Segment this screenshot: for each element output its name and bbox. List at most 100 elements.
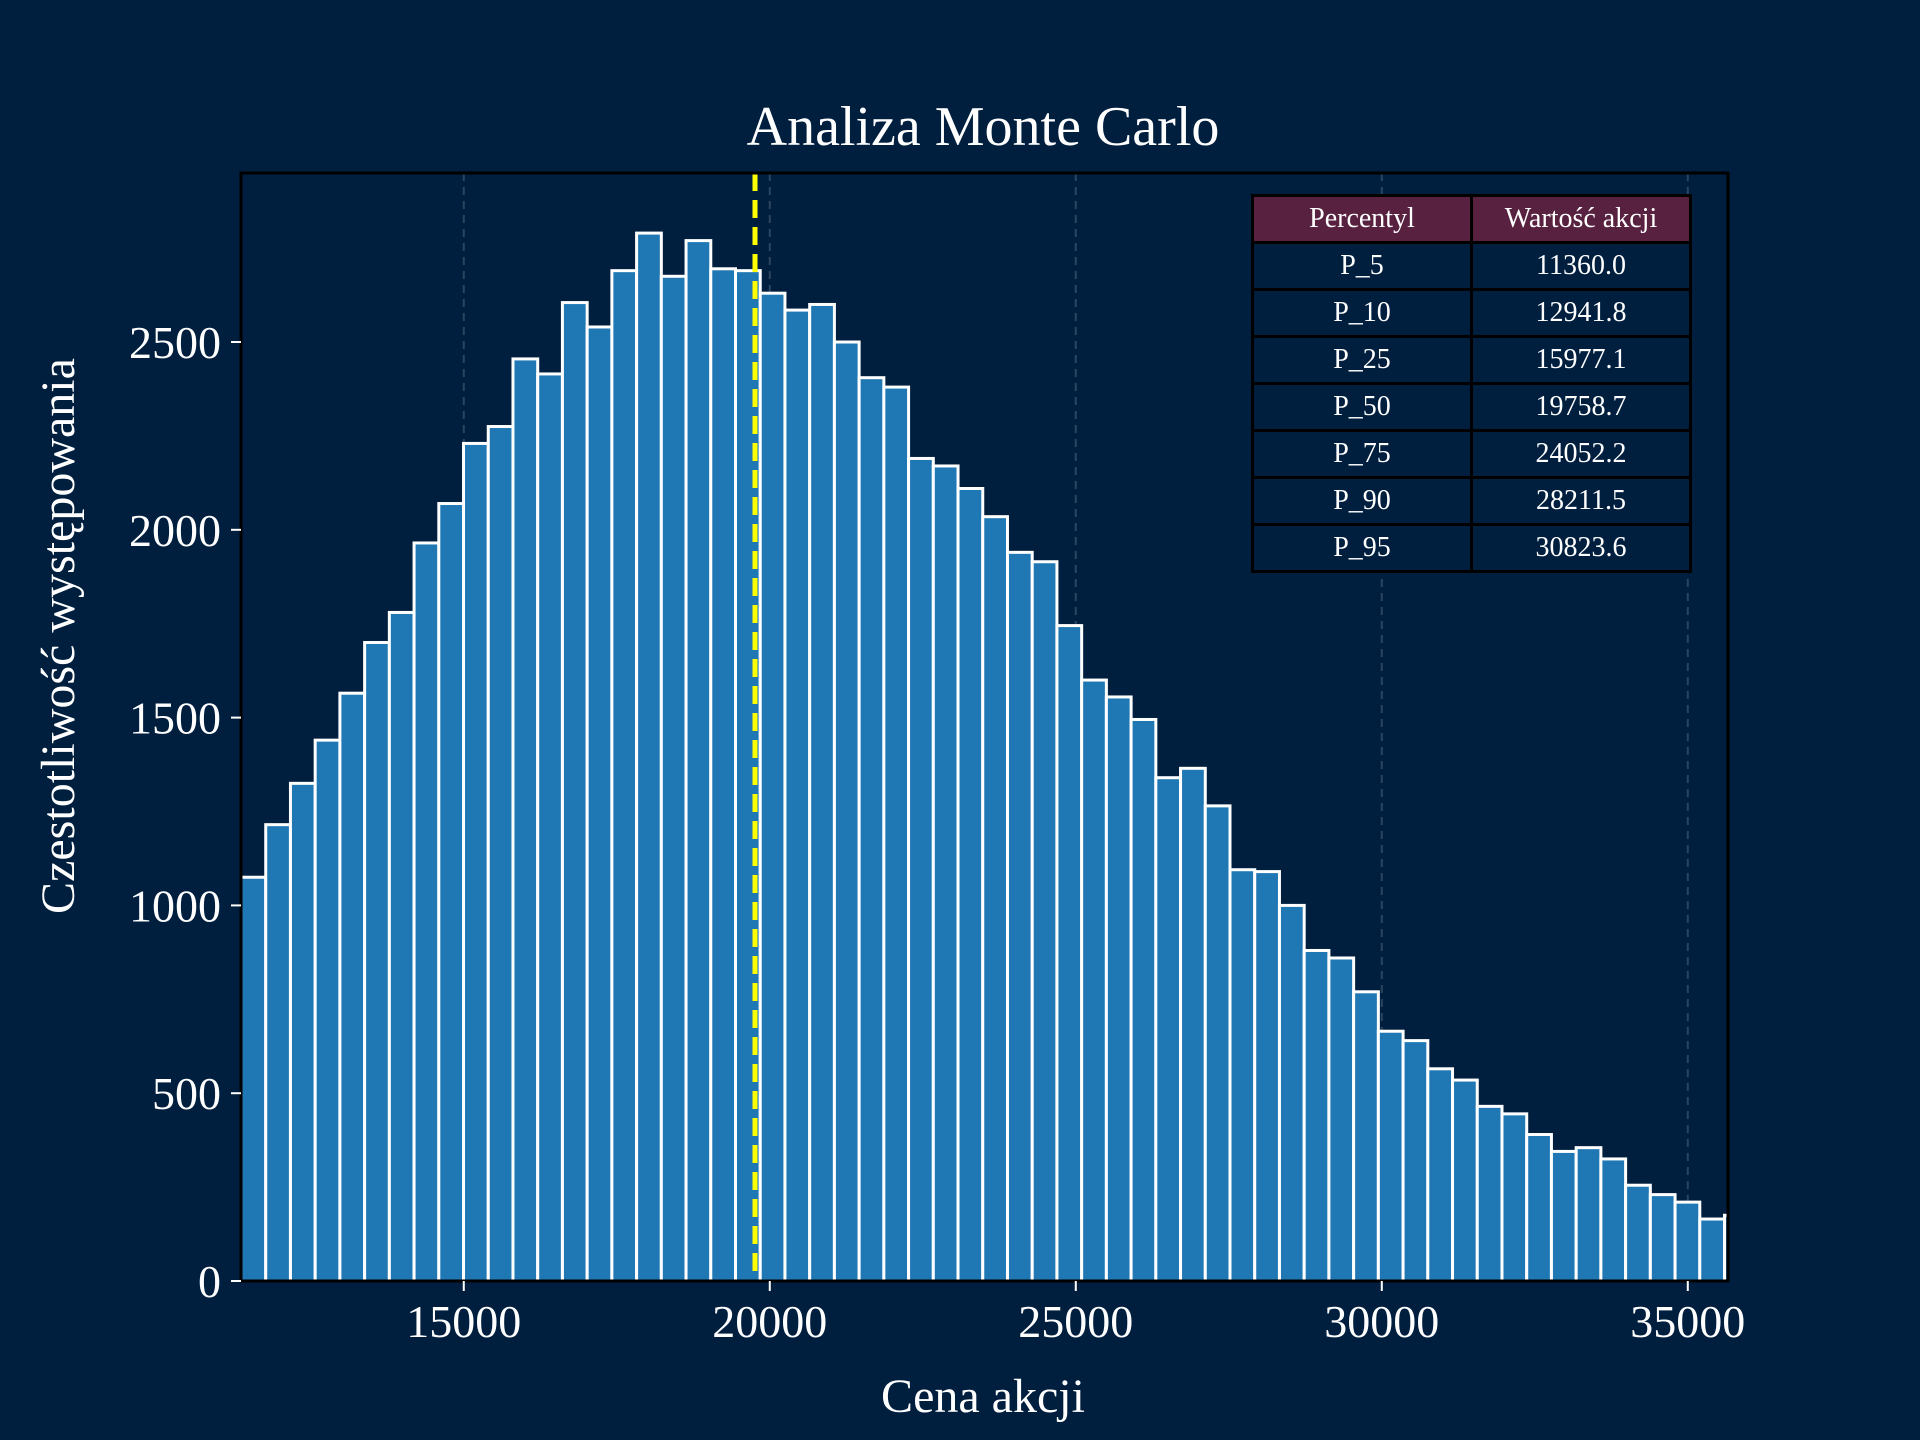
histogram-bar bbox=[462, 441, 490, 1283]
histogram-bar bbox=[1277, 903, 1306, 1283]
histogram-bar bbox=[486, 425, 515, 1283]
histogram-bar bbox=[239, 875, 268, 1283]
table-cell-percentile: P_95 bbox=[1251, 523, 1473, 573]
histogram-bar bbox=[684, 239, 713, 1283]
histogram-bar bbox=[1030, 560, 1059, 1283]
histogram-bar bbox=[1401, 1039, 1430, 1283]
table-cell-value: 28211.5 bbox=[1470, 476, 1692, 526]
histogram-bar bbox=[1129, 717, 1158, 1283]
table-cell-percentile: P_5 bbox=[1251, 241, 1473, 291]
axis-ticks: 15000 20000 25000 30000 35000 0 500 1000 1500 200… bbox=[129, 317, 1745, 1347]
y-tick-label: 2000 bbox=[129, 505, 221, 556]
histogram-bar bbox=[709, 267, 738, 1283]
table-cell-percentile: P_75 bbox=[1251, 429, 1473, 479]
table-row: P_75 24052.2 bbox=[1251, 429, 1692, 479]
histogram-bar bbox=[412, 541, 441, 1283]
x-tick-label: 20000 bbox=[712, 1296, 827, 1347]
y-tick-label: 500 bbox=[152, 1068, 221, 1119]
table-row: P_95 30823.6 bbox=[1251, 523, 1692, 573]
histogram-bar bbox=[758, 291, 787, 1283]
x-axis-label: Cena akcji bbox=[881, 1370, 1085, 1423]
chart-title: Analiza Monte Carlo bbox=[747, 96, 1220, 158]
table-cell-value: 24052.2 bbox=[1470, 429, 1692, 479]
histogram-bar bbox=[313, 738, 342, 1283]
table-cell-value: 11360.0 bbox=[1470, 241, 1692, 291]
histogram-bar bbox=[956, 486, 985, 1283]
histogram-bar bbox=[363, 640, 391, 1283]
y-axis-label: Czestotliwość występowania bbox=[32, 358, 85, 914]
table-cell-value: 15977.1 bbox=[1470, 335, 1692, 385]
histogram-bar bbox=[635, 231, 663, 1283]
histogram-bar bbox=[1475, 1104, 1504, 1283]
histogram-bar bbox=[1352, 990, 1380, 1283]
histogram-bar bbox=[783, 308, 812, 1283]
table-cell-value: 30823.6 bbox=[1470, 523, 1692, 573]
histogram-bar bbox=[338, 691, 367, 1283]
table-header-value: Wartość akcji bbox=[1470, 194, 1692, 244]
histogram-bar bbox=[1080, 678, 1108, 1283]
y-tick-label: 0 bbox=[198, 1256, 221, 1307]
histogram-bar bbox=[931, 464, 960, 1283]
histogram-bar bbox=[288, 781, 317, 1283]
table-row: P_50 19758.7 bbox=[1251, 382, 1692, 432]
histogram-bar bbox=[1228, 868, 1257, 1283]
histogram-bar bbox=[1055, 624, 1084, 1283]
x-tick-label: 25000 bbox=[1018, 1296, 1133, 1347]
histogram-bar bbox=[1376, 1029, 1405, 1283]
percentile-table: Percentyl Wartość akcji P_5 11360.0 P_10… bbox=[1251, 194, 1692, 573]
table-header-percentile: Percentyl bbox=[1251, 194, 1473, 244]
histogram-bar bbox=[387, 610, 416, 1283]
table-cell-value: 12941.8 bbox=[1470, 288, 1692, 338]
histogram-bar bbox=[1574, 1146, 1603, 1283]
histogram-bar bbox=[585, 325, 614, 1283]
table-cell-percentile: P_10 bbox=[1251, 288, 1473, 338]
histogram-bar bbox=[1005, 550, 1034, 1283]
histogram-bar bbox=[1648, 1193, 1677, 1283]
histogram-bar bbox=[1698, 1217, 1727, 1283]
table-cell-percentile: P_90 bbox=[1251, 476, 1473, 526]
table-cell-percentile: P_25 bbox=[1251, 335, 1473, 385]
table-row: P_25 15977.1 bbox=[1251, 335, 1692, 385]
histogram-bar bbox=[1500, 1112, 1529, 1283]
histogram-bar bbox=[437, 502, 466, 1283]
histogram-bar bbox=[1549, 1149, 1578, 1283]
y-tick-label: 2500 bbox=[129, 317, 221, 368]
histogram-bar bbox=[1673, 1200, 1702, 1283]
histogram-bar bbox=[560, 301, 589, 1283]
histogram-bar bbox=[1104, 695, 1133, 1283]
histogram-bar bbox=[659, 274, 688, 1283]
x-tick-label: 35000 bbox=[1630, 1296, 1745, 1347]
histogram-bar bbox=[1203, 804, 1232, 1283]
histogram-bar bbox=[1154, 776, 1183, 1283]
histogram-bar bbox=[610, 269, 639, 1283]
histogram-bar bbox=[882, 385, 911, 1283]
histogram-bar bbox=[1179, 766, 1207, 1283]
table-row: P_90 28211.5 bbox=[1251, 476, 1692, 526]
histogram-bar bbox=[832, 340, 861, 1283]
table-row: P_5 11360.0 bbox=[1251, 241, 1692, 291]
table-cell-value: 19758.7 bbox=[1470, 382, 1692, 432]
histogram-bar bbox=[511, 357, 540, 1283]
table-cell-percentile: P_50 bbox=[1251, 382, 1473, 432]
table-row: P_10 12941.8 bbox=[1251, 288, 1692, 338]
y-tick-label: 1000 bbox=[129, 880, 221, 931]
histogram-bar bbox=[808, 302, 836, 1283]
histogram-bar bbox=[1451, 1078, 1479, 1283]
histogram-bar bbox=[1253, 870, 1281, 1283]
x-tick-label: 15000 bbox=[406, 1296, 521, 1347]
histogram-bar bbox=[1525, 1133, 1553, 1283]
y-tick-label: 1500 bbox=[129, 693, 221, 744]
histogram-bar bbox=[1327, 956, 1356, 1283]
x-tick-label: 30000 bbox=[1324, 1296, 1439, 1347]
histogram-bar bbox=[1599, 1157, 1628, 1283]
histogram-bar bbox=[536, 372, 564, 1283]
histogram-bar bbox=[1624, 1183, 1652, 1283]
histogram-bar bbox=[264, 823, 292, 1283]
histogram-bar bbox=[1426, 1067, 1455, 1283]
histogram-bar bbox=[907, 456, 935, 1283]
table-header-row: Percentyl Wartość akcji bbox=[1251, 194, 1692, 244]
histogram-bar bbox=[857, 376, 886, 1283]
histogram-bar bbox=[981, 515, 1009, 1283]
histogram-bar bbox=[1302, 948, 1331, 1283]
